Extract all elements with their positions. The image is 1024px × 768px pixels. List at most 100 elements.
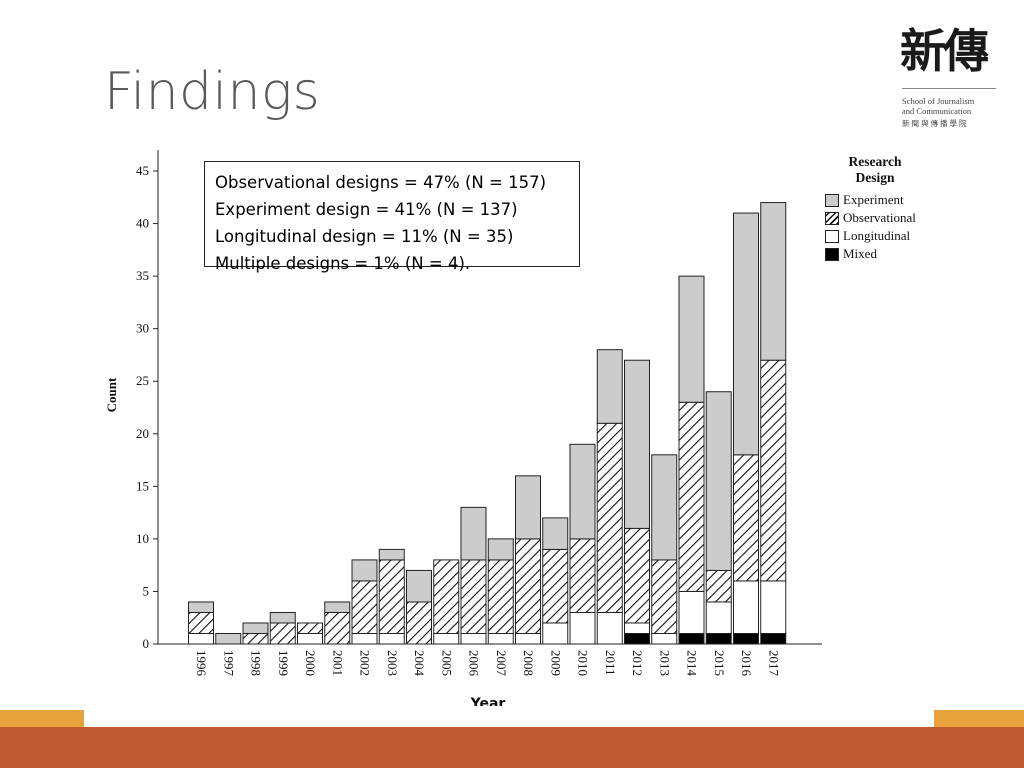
x-tick-label-2002: 2002 [358, 650, 373, 676]
logo-line-2: and Communication [902, 106, 972, 116]
logo-chars: 新傳 [900, 24, 989, 78]
x-tick-label-2006: 2006 [467, 650, 482, 677]
legend-item-longitudinal: Longitudinal [825, 228, 910, 244]
axes-layer: 0 5 10 15 20 25 30 35 40 45 1996 1997 1998 1999 2000 20… [136, 150, 822, 677]
bar-segment-experiment-2008 [515, 475, 541, 540]
bar-segment-experiment-2004 [406, 569, 432, 603]
bar-segment-mixed-2017 [760, 632, 787, 645]
bar-segment-observational-2000 [297, 622, 323, 634]
bar-segment-experiment-2012 [624, 359, 650, 529]
bar-segment-experiment-2017 [760, 202, 787, 361]
bar-segment-observational-2014 [678, 401, 705, 592]
bar-segment-experiment-2009 [542, 517, 569, 550]
bar-segment-observational-1999 [269, 622, 296, 645]
x-tick-label-2013: 2013 [657, 650, 672, 676]
x-tick-label-2015: 2015 [712, 650, 727, 676]
legend-swatch-mixed [825, 247, 839, 261]
bottom-accent-strip-right [934, 710, 1024, 727]
bar-segment-observational-1998 [242, 632, 269, 645]
y-tick-label-10: 10 [136, 531, 149, 546]
bar-segment-observational-2010 [569, 538, 596, 613]
logo-line-1: School of Journalism [902, 96, 975, 106]
stats-line-multiple: Multiple designs = 1% (N = 4). [215, 254, 471, 273]
y-tick-label-25: 25 [136, 373, 149, 388]
stats-line-observational: Observational designs = 47% (N = 157) [215, 173, 547, 192]
legend-title-line-1: Research [848, 154, 902, 169]
legend-swatch-longitudinal [825, 229, 839, 243]
x-tick-label-2004: 2004 [412, 650, 427, 677]
y-tick-label-5: 5 [143, 583, 150, 598]
bar-segment-experiment-2016 [733, 212, 759, 456]
bar-segment-observational-2005 [433, 559, 460, 634]
bars-layer [188, 202, 787, 645]
bar-segment-experiment-2001 [324, 601, 351, 613]
bar-segment-longitudinal-2000 [297, 632, 323, 645]
x-tick-label-1996: 1996 [194, 650, 209, 677]
y-tick-label-45: 45 [136, 163, 149, 178]
bar-segment-mixed-2016 [733, 632, 759, 645]
x-tick-label-1999: 1999 [276, 650, 291, 676]
x-tick-label-2003: 2003 [385, 650, 400, 676]
bar-segment-experiment-2011 [596, 349, 623, 424]
bar-segment-experiment-1999 [269, 611, 296, 624]
logo-chinese-name: 新聞與傳播學院 [902, 119, 969, 128]
bar-segment-mixed-2014 [678, 632, 705, 645]
bar-segment-experiment-2006 [460, 506, 487, 561]
logo-english-name: School of Journalism and Communication [902, 96, 1002, 116]
bar-segment-observational-2008 [515, 538, 541, 634]
legend-item-observational: Observational [825, 210, 916, 226]
x-tick-label-1997: 1997 [221, 650, 236, 677]
bar-segment-observational-2011 [596, 422, 623, 613]
bar-segment-experiment-1997 [215, 632, 242, 645]
bar-segment-longitudinal-2012 [624, 622, 650, 634]
bar-segment-experiment-1996 [188, 601, 214, 613]
bar-segment-longitudinal-2007 [487, 632, 514, 645]
y-tick-label-30: 30 [136, 321, 149, 336]
x-tick-label-2017: 2017 [766, 650, 781, 677]
bottom-accent-strip-left [0, 710, 84, 727]
bar-segment-longitudinal-2015 [705, 601, 732, 634]
bar-segment-longitudinal-2013 [651, 632, 678, 645]
legend-title: Research Design [832, 154, 918, 186]
bar-segment-observational-2007 [487, 559, 514, 634]
legend-label-experiment: Experiment [843, 192, 904, 207]
legend-label-observational: Observational [843, 210, 916, 225]
bar-segment-longitudinal-2011 [596, 611, 623, 645]
stats-summary-box: Observational designs = 47% (N = 157) Ex… [204, 161, 580, 273]
y-tick-label-15: 15 [136, 478, 149, 493]
y-tick-label-20: 20 [136, 426, 149, 441]
y-tick-label-40: 40 [136, 216, 149, 231]
y-axis-label: Count [104, 377, 119, 412]
legend-swatch-observational [825, 211, 839, 225]
y-tick-label-35: 35 [136, 268, 149, 283]
bar-segment-mixed-2012 [624, 632, 650, 645]
x-tick-label-2005: 2005 [439, 650, 454, 676]
x-tick-label-2010: 2010 [576, 650, 591, 676]
bar-segment-experiment-1998 [242, 622, 269, 634]
bar-segment-mixed-2015 [705, 632, 732, 645]
bar-segment-observational-2015 [705, 569, 732, 603]
y-tick-label-0: 0 [143, 636, 150, 651]
stats-line-longitudinal: Longitudinal design = 11% (N = 35) [215, 227, 514, 246]
bar-segment-observational-2002 [351, 580, 378, 634]
bar-segment-observational-2003 [378, 559, 405, 634]
bar-segment-longitudinal-2003 [378, 632, 405, 645]
x-tick-label-2007: 2007 [494, 650, 509, 677]
legend-label-mixed: Mixed [843, 246, 877, 261]
x-tick-label-2012: 2012 [630, 650, 645, 676]
school-logo: 新傳 School of Journalism and Communicatio… [896, 22, 1000, 134]
logo-divider [902, 88, 996, 89]
bar-segment-experiment-2003 [378, 548, 405, 561]
bar-segment-longitudinal-2017 [760, 580, 787, 634]
legend-title-line-2: Design [855, 170, 895, 185]
bar-segment-experiment-2013 [651, 454, 678, 561]
bar-segment-experiment-2010 [569, 443, 596, 540]
bar-segment-observational-2009 [542, 548, 569, 624]
bar-segment-observational-2006 [460, 559, 487, 634]
bar-segment-experiment-2014 [678, 275, 705, 403]
x-tick-label-2001: 2001 [330, 650, 345, 676]
bar-segment-observational-2016 [733, 454, 759, 582]
bottom-white-band [84, 706, 934, 728]
bar-segment-longitudinal-2006 [460, 632, 487, 645]
